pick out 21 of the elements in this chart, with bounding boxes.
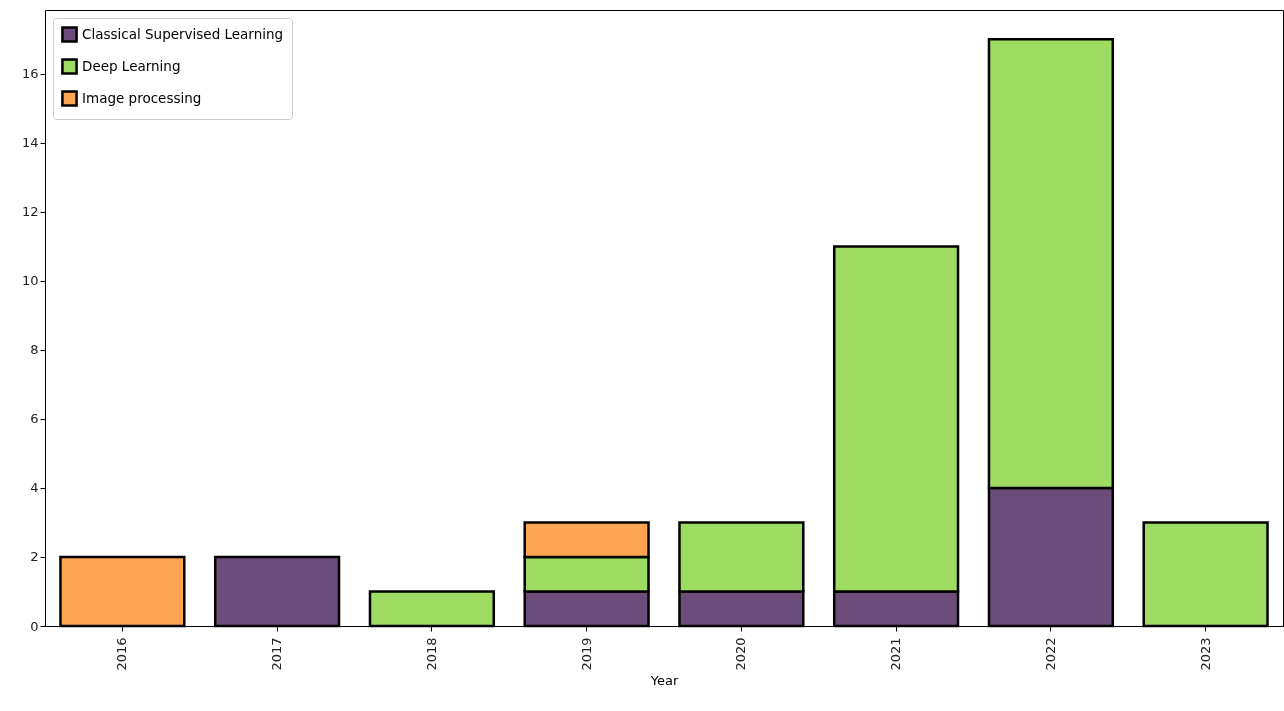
y-tick-label: 4: [30, 480, 39, 496]
x-tick-label: 2021: [888, 637, 904, 671]
legend-label: Deep Learning: [82, 57, 181, 74]
x-axis-title: Year: [649, 672, 679, 688]
y-tick-label: 14: [21, 135, 39, 151]
x-tick-label: 2017: [269, 637, 285, 671]
x-tick-label: 2018: [423, 637, 439, 671]
x-tick-label: 2019: [578, 637, 594, 671]
legend-label: Image processing: [82, 89, 202, 106]
y-tick-label: 8: [30, 342, 39, 358]
y-tick-label: 12: [21, 204, 39, 220]
x-tick-label: 2016: [114, 637, 130, 671]
legend-label: Classical Supervised Learning: [82, 25, 284, 42]
y-tick-label: 10: [21, 273, 39, 289]
y-tick-label: 6: [30, 411, 39, 427]
x-tick-label: 2022: [1042, 637, 1058, 671]
y-tick-label: 2: [30, 549, 39, 565]
y-tick-label: 0: [30, 618, 39, 634]
x-tick-label: 2020: [733, 637, 749, 671]
x-tick-label: 2023: [1197, 637, 1213, 671]
y-tick-label: 16: [21, 66, 39, 82]
